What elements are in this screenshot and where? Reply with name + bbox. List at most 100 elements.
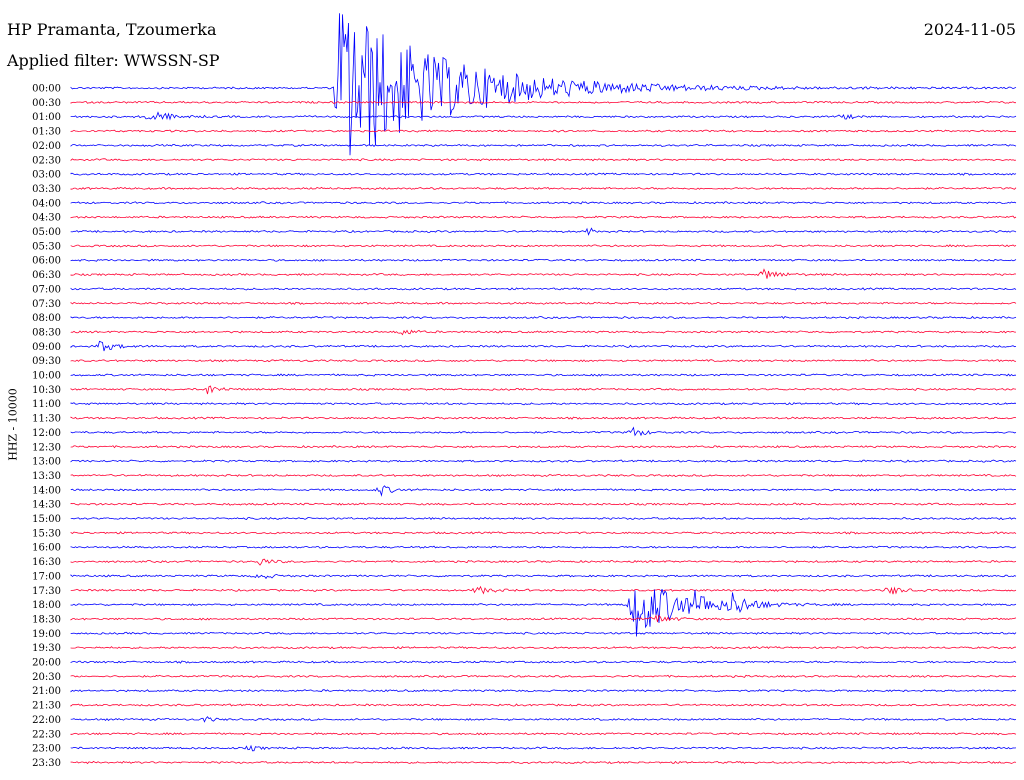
trace-line: [70, 660, 1017, 664]
trace-line: [70, 573, 1017, 580]
row-time-label: 17:30: [32, 586, 61, 597]
row-time-label: 02:00: [32, 141, 61, 152]
row-time-label: 21:30: [32, 701, 61, 712]
row-time-label: 15:30: [32, 528, 61, 539]
row-time-label: 16:30: [32, 557, 61, 568]
row-time-label: 05:00: [32, 227, 61, 238]
trace-line: [70, 716, 1017, 723]
trace-line: [70, 340, 1017, 352]
trace-line: [70, 227, 1017, 236]
trace-line: [70, 329, 1016, 336]
row-time-label: 14:30: [32, 500, 61, 511]
trace-line: [70, 186, 1017, 190]
trace-line: [70, 172, 1017, 176]
trace-line: [70, 689, 1017, 693]
row-time-label: 13:00: [32, 457, 61, 468]
row-time-label: 14:00: [32, 485, 61, 496]
row-time-label: 06:30: [32, 270, 61, 281]
row-time-label: 04:00: [32, 198, 61, 209]
trace-line: [70, 359, 1017, 363]
trace-line: [70, 545, 1017, 549]
trace-line: [70, 516, 1017, 521]
trace-line: [70, 301, 1017, 305]
row-time-label: 01:30: [32, 127, 61, 138]
row-time-label: 22:30: [32, 729, 61, 740]
row-time-label: 10:30: [32, 385, 61, 396]
row-time-label: 11:00: [32, 399, 61, 410]
row-time-label: 12:00: [32, 428, 61, 439]
trace-line: [70, 485, 1017, 497]
row-time-label: 08:30: [32, 327, 61, 338]
trace-line: [70, 385, 1017, 395]
row-time-label: 12:30: [32, 442, 61, 453]
row-time-label: 09:00: [32, 342, 61, 353]
row-time-label: 19:30: [32, 643, 61, 654]
row-time-label: 18:30: [32, 614, 61, 625]
trace-line: [70, 244, 1017, 248]
trace-line: [70, 13, 1017, 156]
trace-line: [70, 258, 1017, 262]
trace-line: [70, 744, 1017, 752]
row-time-label: 19:00: [32, 629, 61, 640]
row-time-label: 10:00: [32, 371, 61, 382]
row-time-label: 00:30: [32, 98, 61, 109]
trace-line: [70, 558, 1017, 566]
trace-line: [70, 631, 1017, 635]
trace-line: [70, 459, 1017, 463]
trace-line: [70, 215, 1017, 219]
trace-line: [70, 111, 1017, 121]
trace-line: [70, 426, 1017, 437]
row-time-label: 06:00: [32, 256, 61, 267]
trace-line: [70, 315, 1017, 320]
trace-line: [70, 373, 1016, 377]
row-time-label: 16:00: [32, 543, 61, 554]
row-time-label: 01:00: [32, 112, 61, 123]
row-time-label: 08:00: [32, 313, 61, 324]
trace-line: [70, 614, 1017, 623]
trace-line: [70, 732, 1017, 736]
trace-line: [70, 201, 1017, 205]
row-time-label: 03:30: [32, 184, 61, 195]
row-time-label: 20:00: [32, 658, 61, 669]
row-time-label: 13:30: [32, 471, 61, 482]
row-time-label: 07:30: [32, 299, 61, 310]
trace-line: [70, 502, 1017, 506]
trace-line: [70, 402, 1017, 406]
trace-line: [70, 129, 1017, 133]
row-time-label: 20:30: [32, 672, 61, 683]
trace-line: [70, 474, 1017, 478]
trace-line: [70, 287, 1017, 291]
trace-line: [70, 703, 1017, 707]
row-time-label: 04:30: [32, 213, 61, 224]
row-time-label: 02:30: [32, 155, 61, 166]
trace-line: [70, 646, 1017, 650]
row-time-label: 18:00: [32, 600, 61, 611]
trace-line: [70, 100, 1016, 104]
trace-line: [70, 760, 1017, 765]
date-label: 2024-11-05: [923, 20, 1016, 39]
row-time-label: 09:30: [32, 356, 61, 367]
trace-line: [70, 158, 1017, 162]
row-time-label: 03:00: [32, 170, 61, 181]
row-time-label: 23:30: [32, 758, 61, 769]
trace-line: [70, 416, 1017, 420]
row-time-label: 17:00: [32, 571, 61, 582]
row-time-label: 15:00: [32, 514, 61, 525]
row-time-label: 21:00: [32, 686, 61, 697]
row-time-label: 22:00: [32, 715, 61, 726]
trace-line: [70, 143, 1017, 147]
filter-label: Applied filter: WWSSN-SP: [7, 51, 220, 70]
trace-line: [70, 268, 1017, 279]
row-time-label: 00:00: [32, 84, 61, 95]
trace-line: [70, 585, 1017, 595]
trace-line: [70, 588, 1017, 637]
row-time-label: 11:30: [32, 414, 61, 425]
row-time-label: 07:00: [32, 284, 61, 295]
trace-line: [70, 674, 1017, 678]
station-title: HP Pramanta, Tzoumerka: [7, 20, 217, 39]
row-time-label: 05:30: [32, 241, 61, 252]
trace-line: [70, 445, 1017, 449]
row-time-label: 23:00: [32, 744, 61, 755]
trace-line: [70, 531, 1017, 535]
